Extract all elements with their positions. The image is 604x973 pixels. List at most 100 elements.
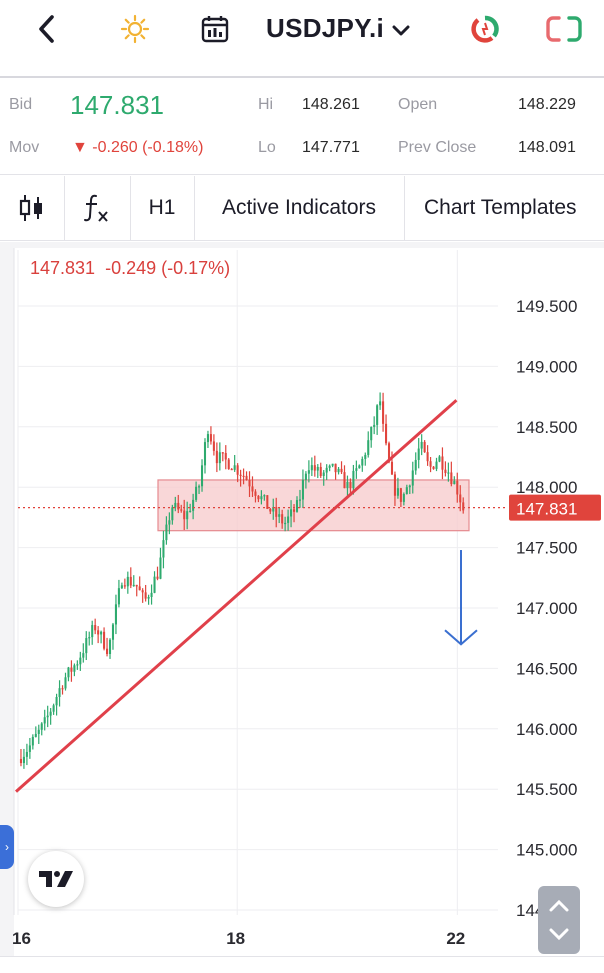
candle-body: [159, 557, 162, 579]
candle-body: [429, 461, 432, 467]
back-chevron-icon[interactable]: [32, 12, 62, 46]
chevron-down-icon: [392, 13, 410, 44]
candle-body: [254, 491, 257, 496]
candle-body: [192, 499, 195, 511]
sun-icon[interactable]: [118, 12, 152, 46]
candle-body: [358, 465, 361, 469]
candle-body: [361, 458, 364, 466]
lo-value: 147.771: [302, 139, 360, 156]
candle-body: [352, 470, 355, 489]
timeframe-button[interactable]: H1: [130, 176, 195, 240]
candle-body: [239, 474, 242, 476]
candle-body: [144, 592, 147, 599]
bid-value: 147.831: [70, 90, 164, 120]
y-axis-label: 145.000: [516, 841, 577, 860]
indicators-fx-button[interactable]: [64, 176, 131, 240]
candle-body: [28, 745, 31, 752]
screen-toggle-icon[interactable]: [544, 12, 584, 46]
candle-body: [186, 511, 189, 520]
candle-body: [126, 576, 129, 587]
candle-body: [441, 456, 444, 470]
candle-body: [387, 443, 391, 462]
candle-body: [287, 516, 290, 523]
chart-toolbar: H1 Active Indicators Chart Templates: [0, 176, 604, 241]
candle-body: [183, 510, 186, 520]
trendline: [15, 399, 458, 793]
candle-body: [46, 715, 49, 718]
candle-body: [346, 482, 349, 489]
candle-body: [275, 507, 278, 517]
header-divider: [0, 76, 604, 78]
candle-body: [91, 625, 94, 638]
y-axis-label: 147.000: [516, 599, 577, 618]
candle-body: [67, 667, 70, 678]
tradingview-logo-icon: [39, 871, 73, 887]
y-axis-label: 149.000: [516, 357, 577, 376]
scroll-controls[interactable]: [538, 886, 580, 954]
calendar-icon[interactable]: [198, 12, 232, 46]
y-axis-label: 145.500: [516, 780, 577, 799]
candle-body: [189, 510, 192, 513]
candle-body: [100, 631, 103, 635]
candle-body: [272, 507, 275, 512]
candle-body: [153, 576, 156, 593]
candle-body: [123, 585, 126, 587]
y-axis-label: 147.500: [516, 539, 577, 558]
chevron-right-icon: ›: [5, 840, 9, 854]
tradingview-logo[interactable]: [28, 851, 84, 907]
chart-price-header: 147.831 -0.249 (-0.17%): [30, 258, 240, 279]
candle-body: [295, 500, 299, 512]
candle-body: [218, 452, 221, 464]
y-axis-label: 149.500: [516, 297, 577, 316]
candle-body: [52, 705, 55, 712]
candle-body: [284, 522, 287, 525]
candle-body: [263, 495, 266, 497]
candle-body: [405, 487, 408, 494]
candle-body: [224, 452, 227, 460]
candle-body: [382, 401, 385, 424]
candle-body: [278, 514, 281, 517]
symbol-selector[interactable]: USDJPY.i: [266, 10, 410, 46]
candle-body: [200, 465, 204, 487]
candle-body: [76, 664, 79, 666]
mov-value: ▼ -0.260 (-0.18%): [72, 139, 204, 156]
candle-body: [396, 488, 399, 496]
candle-body: [432, 466, 435, 469]
function-fx-icon: [84, 194, 108, 222]
down-arrow-head: [444, 629, 478, 646]
candle-body: [58, 688, 61, 697]
candle-body: [156, 576, 159, 579]
candle-body: [399, 488, 402, 502]
active-indicators-button[interactable]: Active Indicators: [194, 176, 405, 240]
candle-body: [290, 509, 293, 517]
candle-body: [49, 711, 52, 716]
candle-body: [129, 576, 132, 586]
candle-body: [43, 717, 46, 724]
y-axis-label: 148.000: [516, 478, 577, 497]
candle-body: [73, 665, 76, 672]
candle-body: [230, 468, 233, 471]
candle-body: [444, 469, 447, 474]
candle-body: [233, 465, 236, 470]
chart-templates-button[interactable]: Chart Templates: [424, 196, 577, 219]
candle-body: [147, 596, 150, 599]
candle-body: [393, 474, 396, 496]
candlestick-type-button[interactable]: [0, 176, 65, 240]
candle-body: [227, 459, 230, 469]
candle-body: [174, 502, 177, 508]
candle-body: [349, 482, 352, 489]
candle-body: [236, 465, 239, 475]
candle-body: [334, 463, 337, 473]
chart-canvas[interactable]: [14, 248, 604, 972]
market-status-icon[interactable]: [468, 12, 502, 46]
candle-body: [34, 733, 37, 737]
candle-body: [61, 688, 64, 690]
candle-body: [245, 475, 248, 481]
candle-body: [414, 459, 417, 471]
current-price-tag: [509, 494, 601, 521]
candle-body: [307, 470, 310, 474]
candle-body: [269, 508, 272, 512]
chevron-up-icon: [549, 900, 569, 912]
expand-panel-tab[interactable]: ›: [0, 825, 14, 869]
